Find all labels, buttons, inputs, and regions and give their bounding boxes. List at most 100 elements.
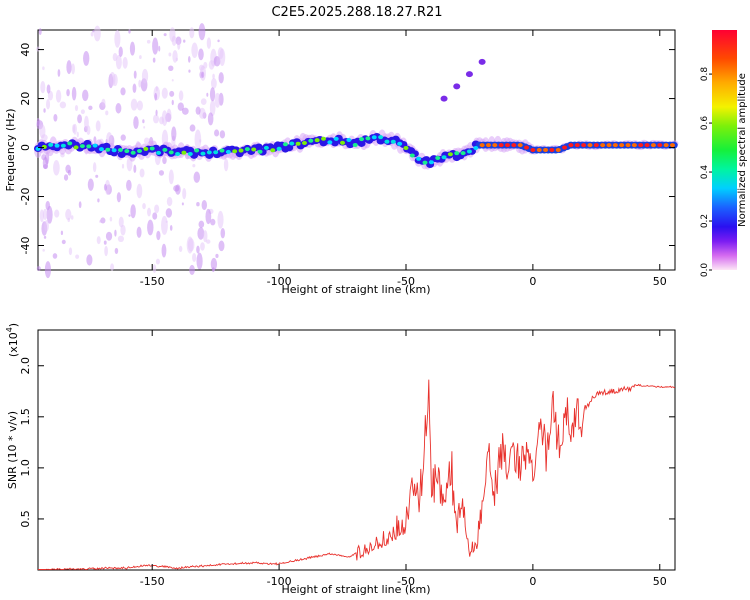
noise-blob bbox=[155, 258, 160, 265]
noise-blob bbox=[209, 99, 216, 117]
noise-blob bbox=[206, 92, 209, 97]
noise-blob bbox=[93, 136, 97, 144]
noise-blob bbox=[100, 217, 106, 224]
noise-blob bbox=[115, 54, 122, 70]
noise-blob bbox=[178, 245, 183, 253]
noise-blob bbox=[52, 253, 58, 259]
snr-point bbox=[436, 462, 437, 463]
noise-blob bbox=[136, 100, 143, 111]
noise-blob bbox=[168, 65, 174, 72]
noise-blob bbox=[194, 129, 202, 150]
snr-point bbox=[482, 496, 483, 497]
noise-blob bbox=[60, 230, 64, 236]
x-tick-label: 0 bbox=[529, 575, 536, 588]
noise-blob bbox=[163, 33, 167, 37]
noise-blob bbox=[200, 98, 207, 106]
ridge-hotspot bbox=[638, 143, 644, 148]
ridge-hotspot bbox=[441, 155, 447, 160]
noise-blob bbox=[177, 40, 181, 50]
noise-blob bbox=[161, 215, 168, 235]
noise-blob bbox=[97, 198, 100, 203]
ridge-hotspot bbox=[276, 146, 282, 151]
noise-blob bbox=[71, 86, 77, 101]
noise-blob bbox=[196, 202, 200, 207]
noise-blob bbox=[133, 116, 139, 130]
noise-blob bbox=[130, 204, 136, 219]
snr-point bbox=[476, 534, 477, 535]
ridge-hotspot bbox=[492, 143, 498, 148]
ridge-hotspot bbox=[473, 145, 479, 150]
noise-blob bbox=[171, 99, 174, 106]
noise-blob bbox=[42, 208, 48, 221]
noise-blob bbox=[38, 28, 42, 36]
noise-blob bbox=[165, 114, 169, 123]
noise-blob bbox=[90, 31, 94, 37]
ridge-hotspot bbox=[352, 142, 358, 147]
noise-blob bbox=[182, 187, 187, 200]
ridge-hotspot bbox=[397, 141, 403, 146]
noise-blob bbox=[63, 174, 69, 181]
ridge-hotspot bbox=[149, 146, 155, 151]
noise-blob bbox=[54, 209, 60, 218]
x-tick-label: -100 bbox=[267, 575, 292, 588]
noise-blob bbox=[92, 162, 97, 173]
snr-point bbox=[469, 549, 470, 550]
ridge-hotspot bbox=[422, 160, 428, 165]
noise-blob bbox=[219, 130, 226, 139]
ridge-hotspot bbox=[54, 143, 60, 148]
noise-blob bbox=[43, 235, 47, 239]
noise-blob bbox=[61, 239, 66, 245]
ridge-hotspot bbox=[124, 149, 130, 154]
ridge-hotspot bbox=[251, 147, 257, 152]
noise-blob bbox=[87, 178, 94, 191]
noise-blob bbox=[198, 220, 205, 229]
spectrogram-ylabel: Frequency (Hz) bbox=[4, 109, 17, 192]
noise-blob bbox=[189, 27, 195, 39]
ridge-hotspot bbox=[219, 148, 225, 153]
noise-blob bbox=[212, 73, 215, 79]
snr-point bbox=[565, 396, 566, 397]
noise-blob bbox=[155, 85, 158, 92]
snr-point bbox=[423, 442, 424, 443]
noise-blob bbox=[146, 39, 151, 44]
snr-point bbox=[147, 563, 148, 564]
ridge-hotspot bbox=[562, 145, 568, 150]
ridge-hotspot bbox=[485, 143, 491, 148]
colorbar-tick-label: 0.8 bbox=[700, 67, 710, 82]
noise-blob bbox=[76, 131, 79, 138]
noise-blob bbox=[215, 253, 219, 258]
ridge-hotspot bbox=[619, 143, 625, 148]
ridge-hotspot bbox=[581, 143, 587, 148]
noise-blob bbox=[101, 98, 106, 107]
ridge-hotspot bbox=[295, 141, 301, 146]
colorbar: 0.0 0.2 0.4 0.6 0.8 Normalized spectral ampl… bbox=[700, 30, 748, 277]
noise-blob bbox=[191, 42, 198, 59]
snr-point bbox=[578, 396, 579, 397]
snr-point bbox=[520, 452, 521, 453]
noise-blob bbox=[133, 164, 137, 174]
ridge-hotspot bbox=[657, 143, 663, 148]
noise-blob bbox=[136, 183, 143, 199]
noise-blob bbox=[171, 78, 174, 82]
snr-point bbox=[405, 513, 406, 514]
ridge-hotspot bbox=[365, 136, 371, 141]
colorbar-tick-label: 0.6 bbox=[700, 116, 710, 131]
noise-blob bbox=[142, 119, 145, 124]
noise-blob bbox=[189, 264, 195, 276]
ridge-hotspot bbox=[98, 147, 104, 152]
ridge-hotspot bbox=[200, 151, 206, 156]
noise-blob bbox=[152, 114, 160, 124]
ridge-hotspot bbox=[60, 143, 66, 148]
ridge-hotspot bbox=[225, 149, 231, 154]
noise-blob bbox=[53, 160, 60, 176]
ridge-hotspot bbox=[270, 148, 276, 153]
ridge-hotspot bbox=[168, 150, 174, 155]
ridge-hotspot bbox=[428, 160, 434, 165]
noise-blob bbox=[68, 247, 73, 256]
noise-blob bbox=[158, 170, 165, 176]
ridge-hotspot bbox=[549, 148, 555, 152]
ridge-hotspot bbox=[92, 143, 98, 148]
noise-blob bbox=[128, 214, 131, 217]
noise-blob bbox=[154, 92, 158, 101]
